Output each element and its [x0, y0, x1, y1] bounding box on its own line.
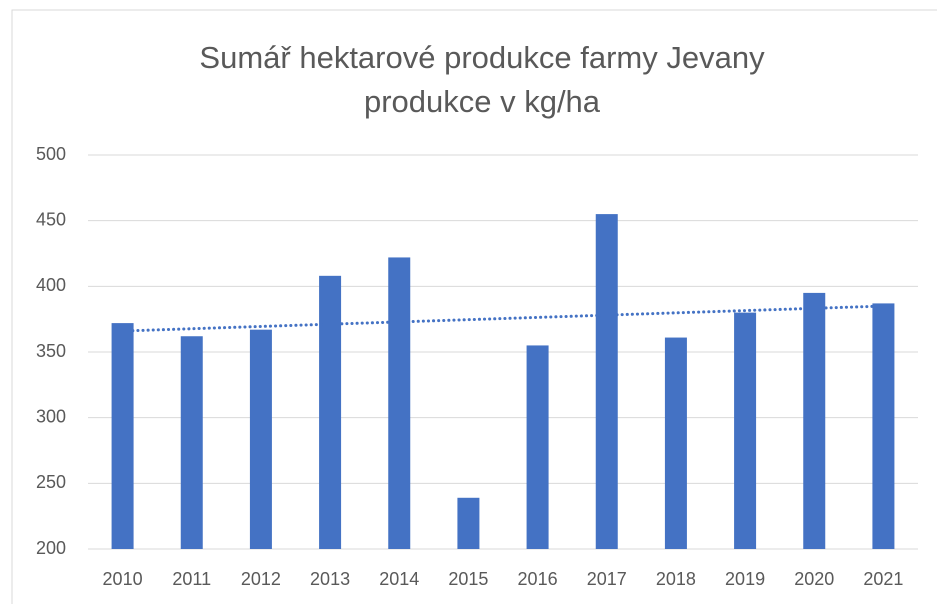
bar	[526, 345, 549, 549]
y-tick-label: 500	[36, 144, 66, 164]
bar	[180, 336, 203, 549]
bar	[803, 292, 826, 549]
bar	[734, 312, 757, 549]
x-tick-label: 2015	[448, 569, 488, 589]
x-tick-label: 2019	[725, 569, 765, 589]
y-tick-label: 350	[36, 341, 66, 361]
x-tick-label: 2011	[172, 569, 211, 589]
y-tick-label: 400	[36, 275, 66, 295]
bar	[111, 323, 134, 549]
bar	[319, 275, 342, 549]
x-tick-label: 2010	[103, 569, 143, 589]
x-tick-label: 2020	[794, 569, 834, 589]
x-tick-label: 2017	[587, 569, 627, 589]
y-tick-label: 200	[36, 538, 66, 558]
bar	[388, 257, 411, 549]
bar	[249, 329, 272, 549]
trendline	[121, 304, 885, 333]
y-tick-label: 250	[36, 472, 66, 492]
x-tick-label: 2021	[863, 569, 903, 589]
x-tick-label: 2012	[241, 569, 281, 589]
x-tick-label: 2016	[518, 569, 558, 589]
chart-subtitle: produkce v kg/ha	[364, 84, 601, 119]
chart-frame	[11, 9, 937, 604]
x-tick-label: 2018	[656, 569, 696, 589]
bar	[595, 214, 618, 549]
x-tick-label: 2014	[379, 569, 419, 589]
y-tick-label: 300	[36, 406, 66, 426]
y-tick-label: 450	[36, 209, 66, 229]
x-tick-label: 2013	[310, 569, 350, 589]
chart-title: Sumář hektarové produkce farmy Jevany	[199, 40, 765, 75]
bar	[457, 497, 480, 549]
bar	[664, 337, 687, 549]
bar	[872, 303, 895, 549]
